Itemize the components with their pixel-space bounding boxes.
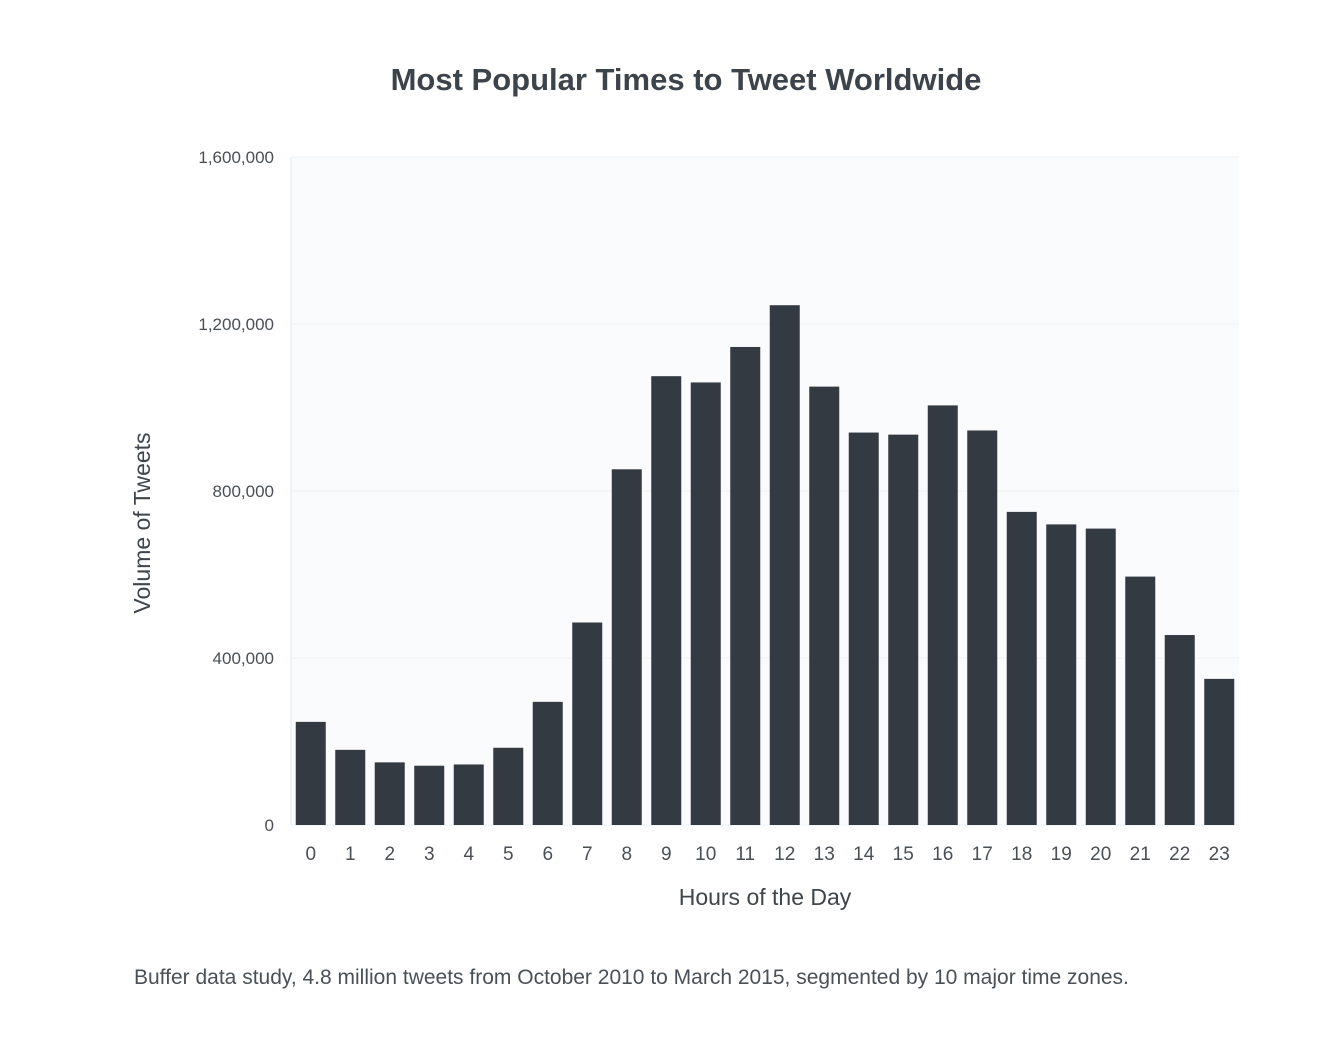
x-tick-label: 1 (345, 844, 356, 865)
x-tick-label: 12 (774, 844, 795, 865)
bar-hour-2 (374, 762, 405, 825)
bar-hour-0 (295, 721, 326, 825)
y-axis-title: Volume of Tweets (129, 432, 155, 613)
x-tick-label: 3 (424, 844, 435, 865)
x-tick-label: 5 (503, 844, 514, 865)
x-tick-label: 18 (1011, 844, 1032, 865)
x-tick-label: 9 (661, 844, 672, 865)
bar-hour-5 (493, 747, 524, 825)
x-tick-label: 6 (542, 844, 553, 865)
x-tick-label: 14 (853, 844, 875, 865)
bar-hour-15 (888, 434, 919, 825)
x-tick-label: 11 (735, 844, 755, 865)
x-tick-label: 13 (814, 844, 835, 865)
bar-hour-12 (769, 305, 800, 825)
bar-hour-14 (848, 432, 879, 825)
bar-hour-20 (1085, 528, 1116, 825)
bar-hour-22 (1164, 635, 1195, 825)
bar-hour-6 (532, 701, 563, 825)
bar-hour-10 (690, 382, 721, 825)
x-tick-label: 21 (1130, 844, 1151, 865)
bar-hour-11 (730, 346, 761, 825)
x-tick-label: 19 (1051, 844, 1072, 865)
bar-hour-8 (611, 469, 642, 825)
x-tick-label: 2 (384, 844, 395, 865)
x-tick-label: 10 (695, 844, 716, 865)
y-tick-label: 0 (265, 816, 274, 835)
bar-hour-13 (809, 386, 840, 825)
bar-hour-18 (1006, 511, 1037, 825)
chart-title: Most Popular Times to Tweet Worldwide (390, 62, 982, 97)
x-axis-title: Hours of the Day (679, 884, 852, 910)
x-tick-label: 17 (972, 844, 993, 865)
bar-hour-1 (335, 749, 366, 825)
bar-hour-9 (651, 376, 682, 825)
y-tick-label: 1,200,000 (198, 315, 274, 334)
y-tick-label: 400,000 (213, 649, 274, 668)
x-tick-label: 7 (582, 844, 593, 865)
x-tick-label: 8 (621, 844, 632, 865)
bar-hour-17 (967, 430, 998, 825)
x-tick-label: 16 (932, 844, 953, 865)
x-tick-label: 4 (463, 844, 474, 865)
bar-hour-7 (572, 622, 603, 825)
bar-hour-16 (927, 405, 958, 825)
x-tick-label: 20 (1090, 844, 1111, 865)
bar-hour-4 (453, 764, 484, 825)
x-tick-label: 23 (1209, 844, 1230, 865)
x-tick-label: 22 (1169, 844, 1190, 865)
x-tick-label: 15 (893, 844, 914, 865)
bar-hour-23 (1204, 678, 1235, 825)
chart-caption: Buffer data study, 4.8 million tweets fr… (134, 966, 1129, 989)
y-tick-label: 800,000 (213, 482, 274, 501)
x-tick-label: 0 (305, 844, 316, 865)
bar-hour-3 (414, 765, 445, 825)
bar-hour-21 (1125, 576, 1156, 825)
y-tick-label: 1,600,000 (198, 148, 274, 167)
bar-hour-19 (1046, 524, 1077, 825)
